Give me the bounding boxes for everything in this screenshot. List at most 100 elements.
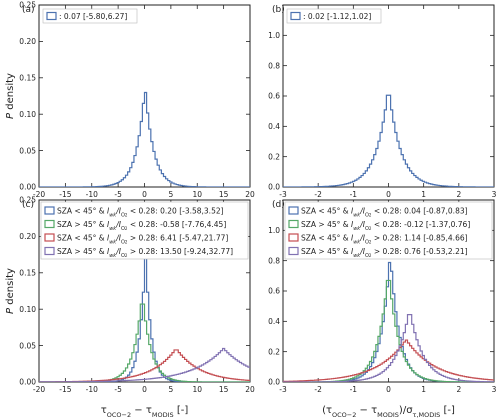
legend-box [286, 8, 382, 24]
y-tick-label: 0.10 [19, 110, 36, 119]
y-tick-label: 1.0 [268, 31, 280, 40]
y-tick-label: 0.8 [268, 256, 280, 265]
x-tick-label: -3 [279, 190, 287, 199]
x-tick-label: 10 [192, 190, 202, 199]
panel-c: -20 -15 -10 -5 0 5 10 15 20 0.00 0.05 0.10 0.15 0.20 0… [5, 196, 255, 419]
panel-d: -3 -2 -1 0 1 2 3 0.0 0.2 0.4 0.6 0.8 1.0 (d) SZA < 45°… [268, 199, 497, 419]
x-tick-label: 0 [142, 385, 147, 394]
series-line [39, 347, 250, 382]
x-tick-label: -10 [86, 190, 98, 199]
legend: : 0.02 [-1.12,1.02] [286, 8, 382, 24]
x-axis-label: τOCO−2 − τMODIS [-] [101, 405, 189, 419]
legend-swatch [44, 246, 55, 256]
x-tick-label: 2 [456, 385, 461, 394]
y-tick-label: 0.00 [19, 183, 36, 192]
legend-swatch [290, 11, 301, 21]
y-tick-label: 0.4 [268, 317, 280, 326]
legend-box [42, 8, 138, 24]
x-tick-label: 2 [456, 190, 461, 199]
legend-entry: SZA < 45° & Iwk/IO2 < 0.28: 0.04 [-0.87,… [301, 207, 468, 219]
x-tick-label: -3 [279, 385, 287, 394]
legend-box [284, 201, 493, 260]
y-tick-label: 0.05 [19, 146, 36, 155]
y-axis-label: P density [5, 73, 16, 119]
legend: : 0.07 [-5.80,6.27] [42, 8, 138, 24]
y-tick-label: 0.15 [19, 269, 36, 278]
legend-entry: SZA > 45° & Iwk/IO2 < 0.28: -0.12 [-1.37… [301, 220, 470, 232]
legend-swatch [288, 206, 299, 215]
x-tick-label: 0 [142, 190, 147, 199]
x-tick-label: -5 [114, 190, 122, 199]
x-tick-label: 3 [492, 190, 497, 199]
legend-swatch [44, 233, 55, 242]
x-tick-label: 3 [492, 385, 497, 394]
panel-label: (a) [22, 5, 35, 15]
panel-label: (c) [22, 200, 34, 210]
x-tick-label: 5 [168, 190, 173, 199]
panel-label: (b) [272, 5, 285, 15]
series-line [283, 94, 494, 187]
y-tick-label: 0.20 [19, 37, 36, 46]
x-tick-label: -20 [33, 190, 45, 199]
panel-label: (d) [272, 200, 285, 210]
x-tick-label: 1 [421, 385, 426, 394]
legend: SZA < 45° & Iwk/IO2 < 0.28: 0.04 [-0.87,… [284, 201, 493, 260]
x-tick-label: 0 [386, 190, 391, 199]
legend: SZA < 45° & Iwk/IO2 < 0.28: 0.20 [-3.58,… [40, 201, 249, 260]
x-tick-label: -1 [350, 190, 358, 199]
series-line [283, 339, 494, 382]
y-tick-label: 0.6 [268, 92, 280, 101]
legend-entry: SZA > 45° & Iwk/IO2 > 0.28: 0.76 [-0.53,… [301, 247, 468, 259]
x-tick-label: 15 [219, 385, 229, 394]
legend-entry: : 0.07 [-5.80,6.27] [59, 12, 127, 21]
y-tick-label: 1.0 [268, 226, 280, 235]
series-line [39, 303, 250, 382]
x-tick-label: -20 [33, 385, 45, 394]
panel-b: -3 -2 -1 0 1 2 3 0.0 0.2 0.4 0.6 0.8 1.0 (b) : 0.02 [-… [268, 4, 497, 199]
legend-swatch [44, 219, 55, 229]
legend-swatch [44, 206, 55, 215]
legend-entry: SZA > 45° & Iwk/IO2 > 0.28: 13.50 [-9.24… [57, 247, 233, 259]
x-tick-label: 1 [421, 190, 426, 199]
x-tick-label: -15 [59, 190, 71, 199]
legend-swatch [46, 11, 57, 21]
y-tick-label: 0.0 [268, 378, 280, 387]
legend-entry: : 0.02 [-1.12,1.02] [303, 12, 371, 21]
y-tick-label: 0.2 [268, 152, 280, 161]
x-tick-label: -2 [314, 190, 322, 199]
legend-entry: SZA < 45° & Iwk/IO2 > 0.28: 1.14 [-0.85,… [301, 234, 468, 246]
legend-entry: SZA > 45° & Iwk/IO2 < 0.28: -0.58 [-7.76… [57, 220, 226, 232]
y-tick-label: 0.20 [19, 232, 36, 241]
y-tick-label: 0.6 [268, 287, 280, 296]
legend-swatch [288, 219, 299, 229]
y-tick-label: 0.0 [268, 183, 280, 192]
legend-entry: SZA < 45° & Iwk/IO2 < 0.28: 0.20 [-3.58,… [57, 207, 224, 219]
x-tick-label: 20 [245, 385, 255, 394]
x-tick-label: -5 [114, 385, 122, 394]
y-tick-label: 0.00 [19, 378, 36, 387]
legend-entry: SZA < 45° & Iwk/IO2 > 0.28: 6.41 [-5.47,… [57, 234, 228, 246]
y-tick-label: 0.15 [19, 74, 36, 83]
x-tick-label: 10 [192, 385, 202, 394]
legend-swatch [288, 233, 299, 242]
x-tick-label: -15 [59, 385, 71, 394]
x-tick-label: 0 [386, 385, 391, 394]
y-tick-label: 0.2 [268, 347, 280, 356]
y-tick-label: 0.4 [268, 122, 280, 131]
x-tick-label: 20 [245, 190, 255, 199]
x-tick-label: -1 [350, 385, 358, 394]
y-tick-label: 0.10 [19, 305, 36, 314]
series-line [39, 91, 250, 187]
legend-box [40, 201, 249, 260]
x-tick-label: 5 [168, 385, 173, 394]
panel-a: -20 -15 -10 -5 0 5 10 15 20 0.00 0.05 0.10 0.15 0.20 0… [5, 1, 255, 199]
y-tick-label: 0.05 [19, 341, 36, 350]
x-tick-label: -10 [86, 385, 98, 394]
x-tick-label: 15 [219, 190, 229, 199]
y-tick-label: 0.8 [268, 61, 280, 70]
series-line [283, 314, 494, 382]
y-tick-label: 0.25 [19, 1, 36, 10]
x-axis-label: (τOCO−2 − τMODIS)/στ,MODIS [-] [322, 405, 455, 419]
y-axis-label: P density [5, 268, 16, 314]
